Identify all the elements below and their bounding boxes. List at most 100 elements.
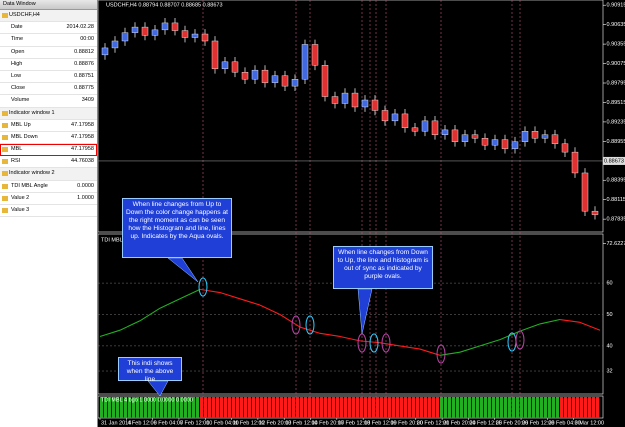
candle-body [101, 47, 109, 56]
histogram-bar [384, 397, 388, 418]
histogram-bar [216, 397, 220, 418]
histogram-bar [588, 397, 592, 418]
histogram-bar [260, 397, 264, 418]
histogram-bar [236, 397, 240, 418]
candle-body [421, 120, 429, 132]
candle-body [271, 75, 279, 83]
data-row: Value 3 [0, 205, 97, 218]
data-row: MBL Up 47.17958 [0, 120, 97, 132]
histogram-bar [460, 397, 464, 418]
price-tick-label: 0.87835 [607, 217, 625, 223]
date-label: 7 Feb 12:00 [180, 420, 209, 426]
candle-body [241, 72, 249, 80]
candle-body [441, 129, 449, 135]
candle-body [481, 138, 489, 146]
date-label: 25 Feb 20:00 [496, 420, 528, 426]
candle-body [361, 99, 369, 108]
histogram-bar [148, 397, 152, 418]
date-label: 17 Feb 12:00 [338, 420, 370, 426]
data-row: High 0.88876 [0, 59, 97, 71]
histogram-bar [396, 397, 400, 418]
oval [291, 315, 301, 335]
panel-title: Data Window [0, 0, 97, 10]
histogram-bar [536, 397, 540, 418]
histogram-bar [424, 397, 428, 418]
histogram-bar [448, 397, 452, 418]
histogram-bar [504, 397, 508, 418]
price-tick-label: 0.90075 [607, 61, 625, 67]
histogram-bar [132, 397, 136, 418]
histogram-bar [568, 397, 572, 418]
histogram-bar [348, 397, 352, 418]
candle-body [351, 92, 359, 108]
histogram-bar [280, 397, 284, 418]
histogram-bar [452, 397, 456, 418]
histogram-bar [456, 397, 460, 418]
candle-body [541, 134, 549, 139]
date-label: 4 Feb 12:00 [127, 420, 156, 426]
data-row: Close 0.88775 [0, 83, 97, 96]
histogram-bar [476, 397, 480, 418]
histogram-bar [596, 397, 600, 418]
data-row: TDI MBL Angle 0.0000 [0, 181, 97, 193]
indicator-line [299, 326, 321, 334]
histogram-bar [552, 397, 556, 418]
histogram-bar [304, 397, 308, 418]
oval [515, 330, 525, 350]
indicator-line [199, 288, 221, 294]
row-label: Open [11, 48, 25, 55]
histogram-bar [140, 397, 144, 418]
histogram-bar [352, 397, 356, 418]
candle-body [331, 96, 339, 104]
row-value: 44.76038 [71, 158, 94, 165]
date-label: 19 Feb 20:00 [390, 420, 422, 426]
indicator-line [499, 330, 521, 341]
row-label: MBL [11, 146, 23, 153]
histogram-bar [176, 397, 180, 418]
histogram-bar [192, 397, 196, 418]
row-value: 0.88812 [74, 48, 94, 55]
price-tick-label: 0.89515 [607, 100, 625, 106]
data-row: RSI 44.76038 [0, 156, 97, 169]
candle-body [301, 44, 309, 80]
candle-body [431, 120, 439, 135]
histogram-bar [160, 397, 164, 418]
histogram-bar [228, 397, 232, 418]
histogram-bar [480, 397, 484, 418]
histogram-bar [152, 397, 156, 418]
histogram-bar [436, 397, 440, 418]
row-label: Low [11, 72, 22, 79]
candle-body [491, 139, 499, 146]
data-row: MBL 47.17958 [0, 144, 97, 157]
histogram-bar [268, 397, 272, 418]
histogram-bar [512, 397, 516, 418]
candle-body [111, 40, 119, 49]
histogram-bar [296, 397, 300, 418]
histogram-bar [404, 397, 408, 418]
candle-body [371, 99, 379, 111]
row-value: 00:00 [80, 36, 94, 43]
row-value: 0.88876 [74, 60, 94, 67]
candle-body [551, 134, 559, 144]
date-label: 24 Feb 12:00 [469, 420, 501, 426]
histogram-bar [184, 397, 188, 418]
histogram-bar [156, 397, 160, 418]
histogram-bar [320, 397, 324, 418]
icon [2, 183, 8, 189]
date-label: 11 Feb 12:00 [233, 420, 265, 426]
candle-body [341, 92, 349, 104]
indicator-line [459, 345, 481, 353]
histogram-bar [164, 397, 168, 418]
histogram-bar [248, 397, 252, 418]
row-value: 3409 [81, 97, 94, 104]
histogram-bar [388, 397, 392, 418]
candle-body [571, 151, 579, 174]
indicator-line [519, 323, 541, 332]
histogram-bar [244, 397, 248, 418]
row-label: High [11, 60, 23, 67]
histogram-bar [544, 397, 548, 418]
icon [2, 122, 8, 128]
histogram-bar [332, 397, 336, 418]
histogram-bar [464, 397, 468, 418]
date-label: 3 Mar 12:00 [575, 420, 604, 426]
